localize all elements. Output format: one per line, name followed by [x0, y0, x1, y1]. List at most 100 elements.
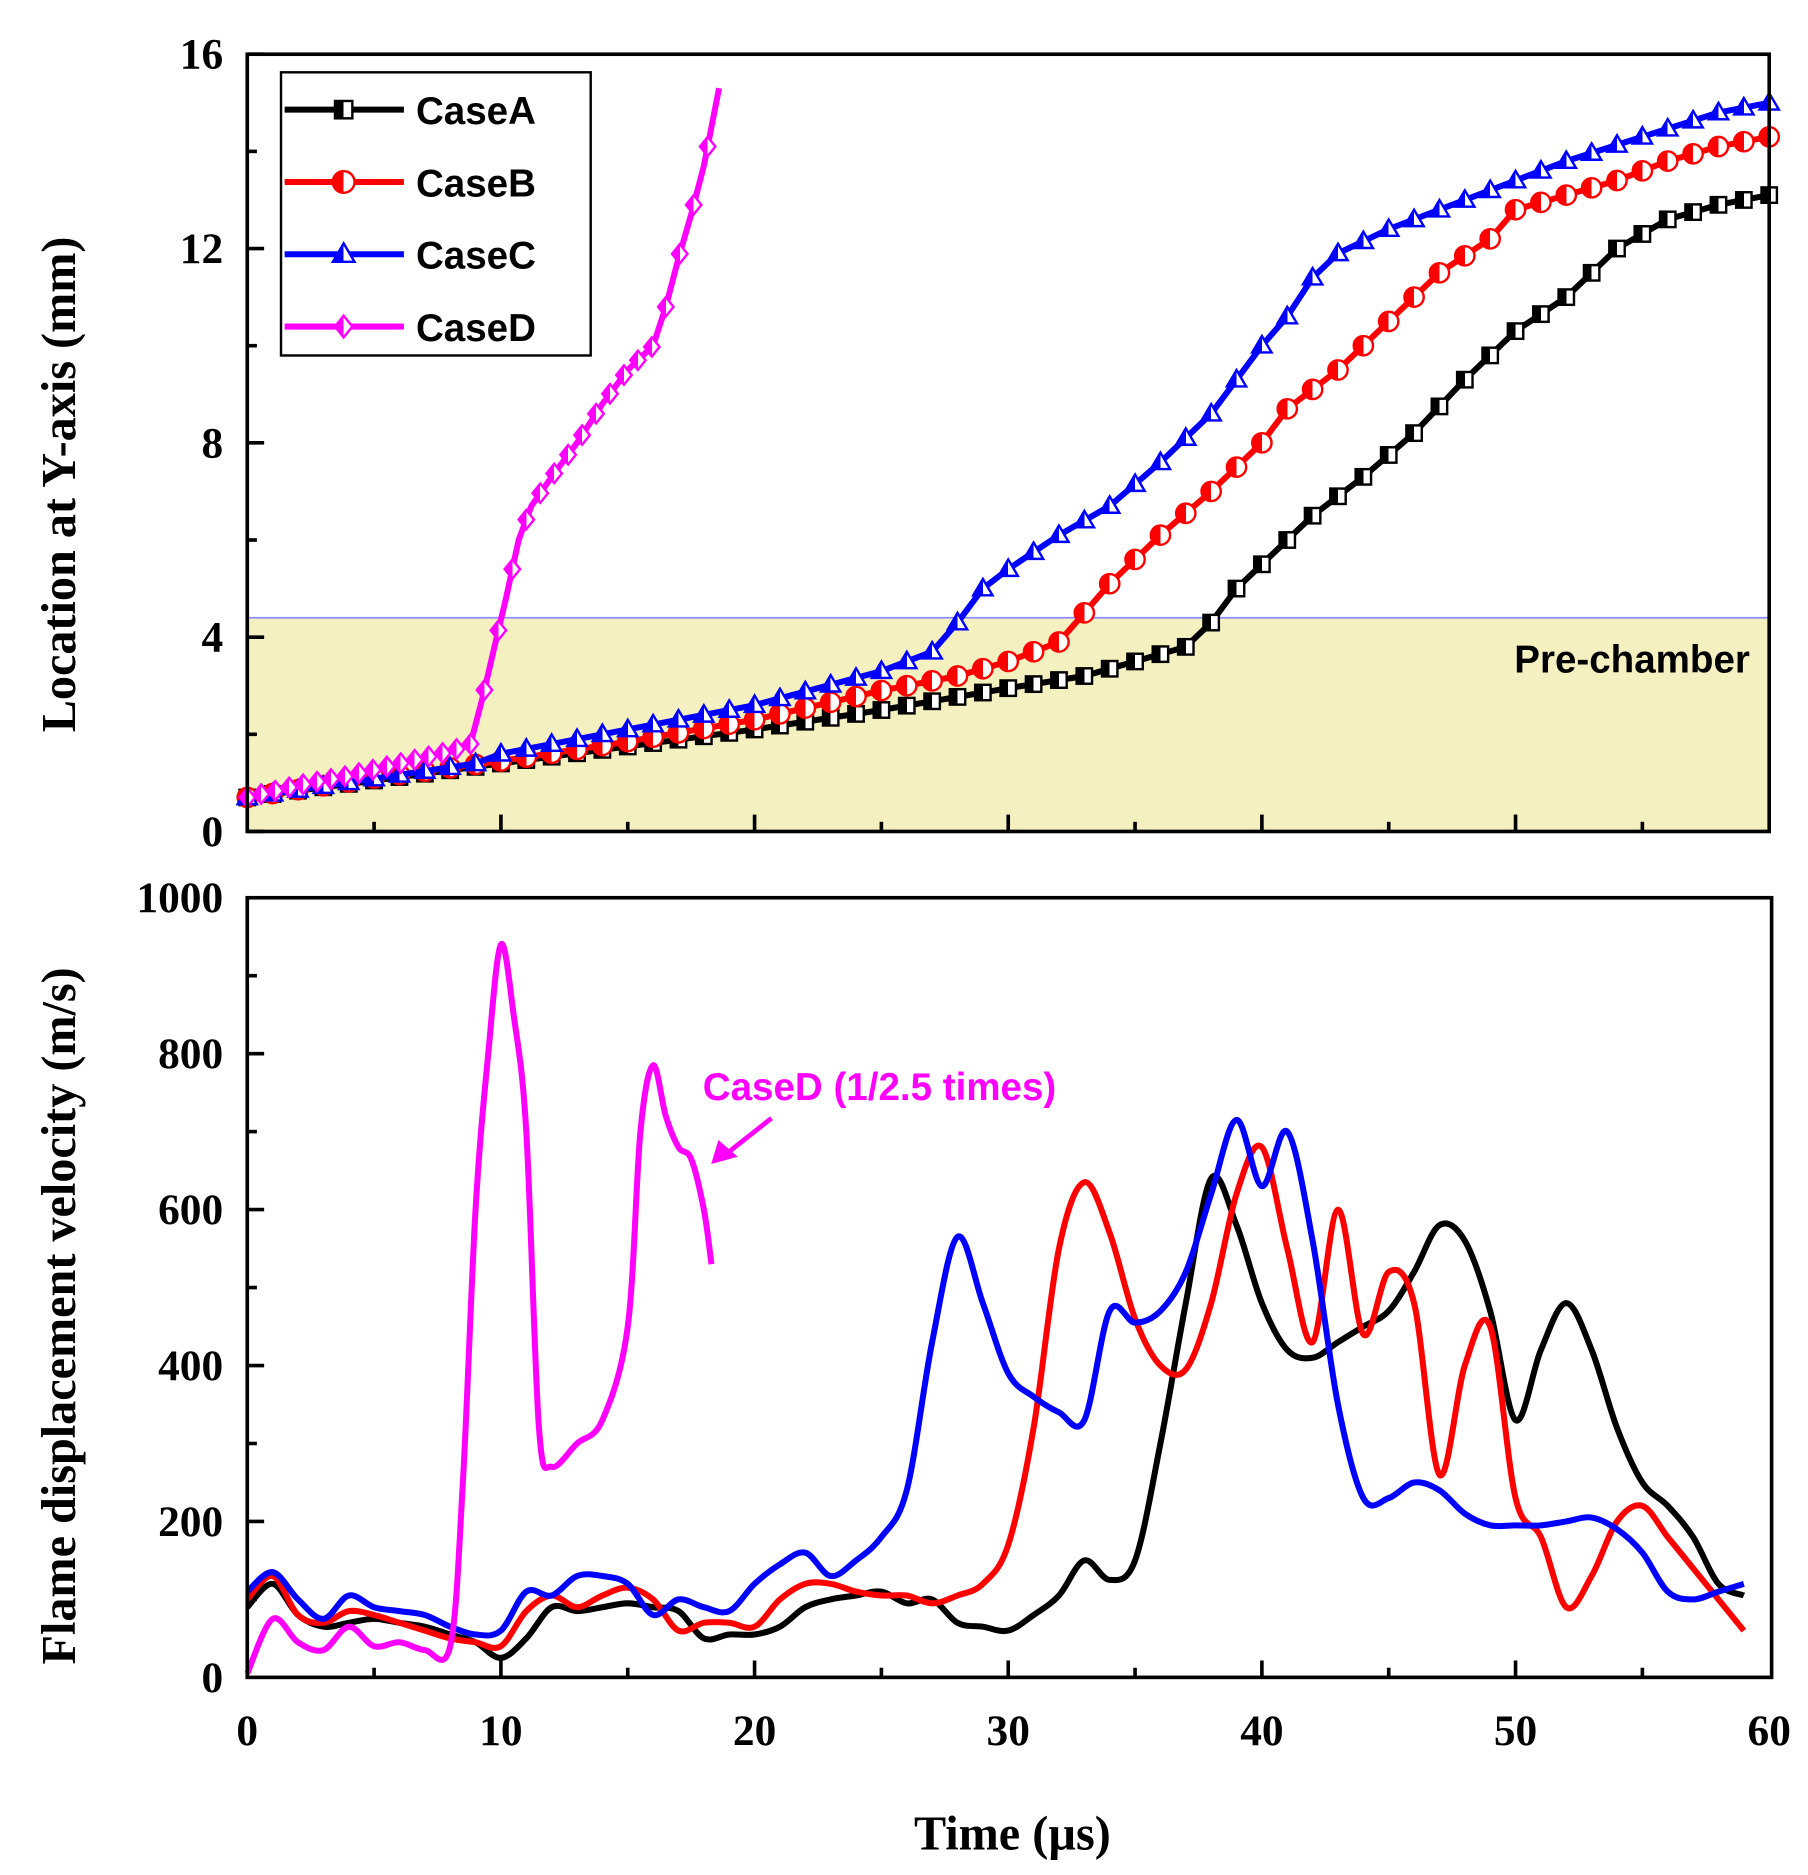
square-marker: [1126, 652, 1144, 671]
triangle-marker: [616, 717, 640, 738]
circle-marker: [1200, 480, 1223, 503]
circle-marker: [1453, 244, 1476, 267]
circle-marker: [1504, 198, 1527, 221]
diamond-marker: [572, 423, 592, 447]
circle-marker: [870, 679, 893, 702]
y-tick-label: 0: [201, 808, 223, 856]
circle-marker: [1124, 548, 1146, 571]
triangle-marker: [996, 557, 1020, 578]
square-marker: [897, 696, 916, 715]
x-tick-label: 10: [479, 1707, 522, 1755]
x-tick-label: 0: [236, 1707, 258, 1755]
y-tick-label: 600: [158, 1186, 223, 1234]
x-tick-label: 50: [1494, 1707, 1537, 1755]
square-marker: [1405, 424, 1423, 443]
circle-marker: [1301, 378, 1324, 401]
square-marker: [1658, 210, 1677, 229]
triangle-marker: [869, 659, 894, 680]
velocity-chart: 0 200 400 600 800 1000 0 10 20 30 40 50 60 CaseD (1/…: [33, 874, 1791, 1860]
diamond-marker: [433, 741, 452, 765]
legend-box: [279, 71, 592, 357]
circle-marker: [1707, 135, 1730, 158]
circle-marker: [1327, 359, 1349, 381]
circle-marker: [769, 703, 791, 725]
triangle-marker: [920, 639, 944, 660]
square-marker: [1227, 579, 1246, 598]
x-tick-label: 40: [1240, 1707, 1283, 1755]
square-marker: [1202, 613, 1221, 632]
square-marker: [1050, 671, 1068, 689]
circle-marker: [1479, 227, 1502, 250]
square-marker: [923, 692, 942, 711]
triangle-marker: [1224, 367, 1249, 388]
triangle-marker: [1605, 132, 1629, 153]
diamond-marker: [586, 402, 606, 426]
circle-marker: [1251, 431, 1273, 454]
triangle-marker: [793, 679, 818, 700]
triangle-marker: [1351, 229, 1376, 250]
legend-item: CaseA: [284, 90, 536, 133]
triangle-marker: [1478, 178, 1502, 199]
bottom-plot-frame: [245, 895, 1774, 1680]
annotation-arrow: [711, 1116, 773, 1165]
circle-marker: [1530, 191, 1552, 214]
diamond-marker: [642, 335, 662, 359]
location-chart: 0 4 8 12 16 Pre-chamber CaseA CaseB CaseC CaseD…: [33, 31, 1781, 856]
triangle-marker: [666, 707, 691, 728]
square-marker: [1709, 195, 1728, 214]
x-axis-label: Time (µs): [914, 1808, 1111, 1861]
circle-marker: [331, 169, 356, 195]
legend-label: CaseD: [416, 307, 536, 350]
diamond-marker: [517, 508, 536, 532]
triangle-marker: [413, 758, 437, 779]
triangle-marker: [895, 649, 919, 670]
triangle-marker: [1123, 472, 1147, 493]
square-marker: [1151, 645, 1170, 664]
diamond-marker: [656, 295, 676, 319]
square-marker: [1100, 659, 1119, 678]
y-tick-label: 4: [201, 614, 223, 662]
y-tick-label: 12: [180, 225, 223, 273]
triangle-marker: [1427, 197, 1452, 218]
circle-marker: [921, 670, 943, 692]
square-marker: [1531, 305, 1550, 324]
y-tick-label: 400: [158, 1342, 223, 1390]
diamond-marker: [461, 732, 480, 756]
circle-marker: [1352, 334, 1375, 357]
triangle-marker: [1199, 401, 1223, 422]
x-tick-label: 20: [733, 1707, 776, 1755]
circle-marker: [1732, 130, 1755, 153]
square-marker: [1557, 288, 1576, 307]
triangle-marker: [1072, 508, 1097, 529]
triangle-marker: [692, 702, 716, 723]
circle-marker: [1048, 631, 1070, 653]
triangle-marker: [387, 762, 412, 783]
y-tick-label: 8: [201, 419, 223, 467]
triangle-marker: [641, 712, 665, 733]
triangle-marker: [1706, 100, 1731, 121]
square-marker: [1734, 191, 1753, 209]
triangle-marker: [514, 736, 539, 757]
triangle-marker: [1402, 207, 1426, 228]
velocity-line-CaseD: [244, 941, 715, 1675]
diamond-marker: [447, 737, 466, 761]
legend-item: CaseC: [284, 235, 536, 278]
square-marker: [1506, 322, 1525, 341]
legend-label: CaseC: [416, 235, 536, 278]
triangle-marker: [818, 672, 843, 693]
circle-marker: [895, 674, 918, 697]
triangle-marker: [1148, 450, 1173, 471]
triangle-marker: [438, 755, 462, 776]
y-tick-label: 1000: [136, 874, 223, 922]
y-tick-label: 16: [180, 31, 223, 79]
square-marker: [1354, 467, 1373, 486]
triangle-marker: [1554, 149, 1579, 170]
circle-marker: [997, 650, 1020, 673]
diamond-marker: [530, 481, 550, 505]
triangle-marker: [1376, 217, 1401, 238]
square-marker: [999, 679, 1018, 698]
top-y-axis-label: Location at Y-axis (mm): [33, 237, 86, 733]
diamond-marker: [628, 348, 648, 372]
circle-marker: [1580, 176, 1603, 199]
legend: CaseA CaseB CaseC CaseD: [279, 71, 592, 357]
